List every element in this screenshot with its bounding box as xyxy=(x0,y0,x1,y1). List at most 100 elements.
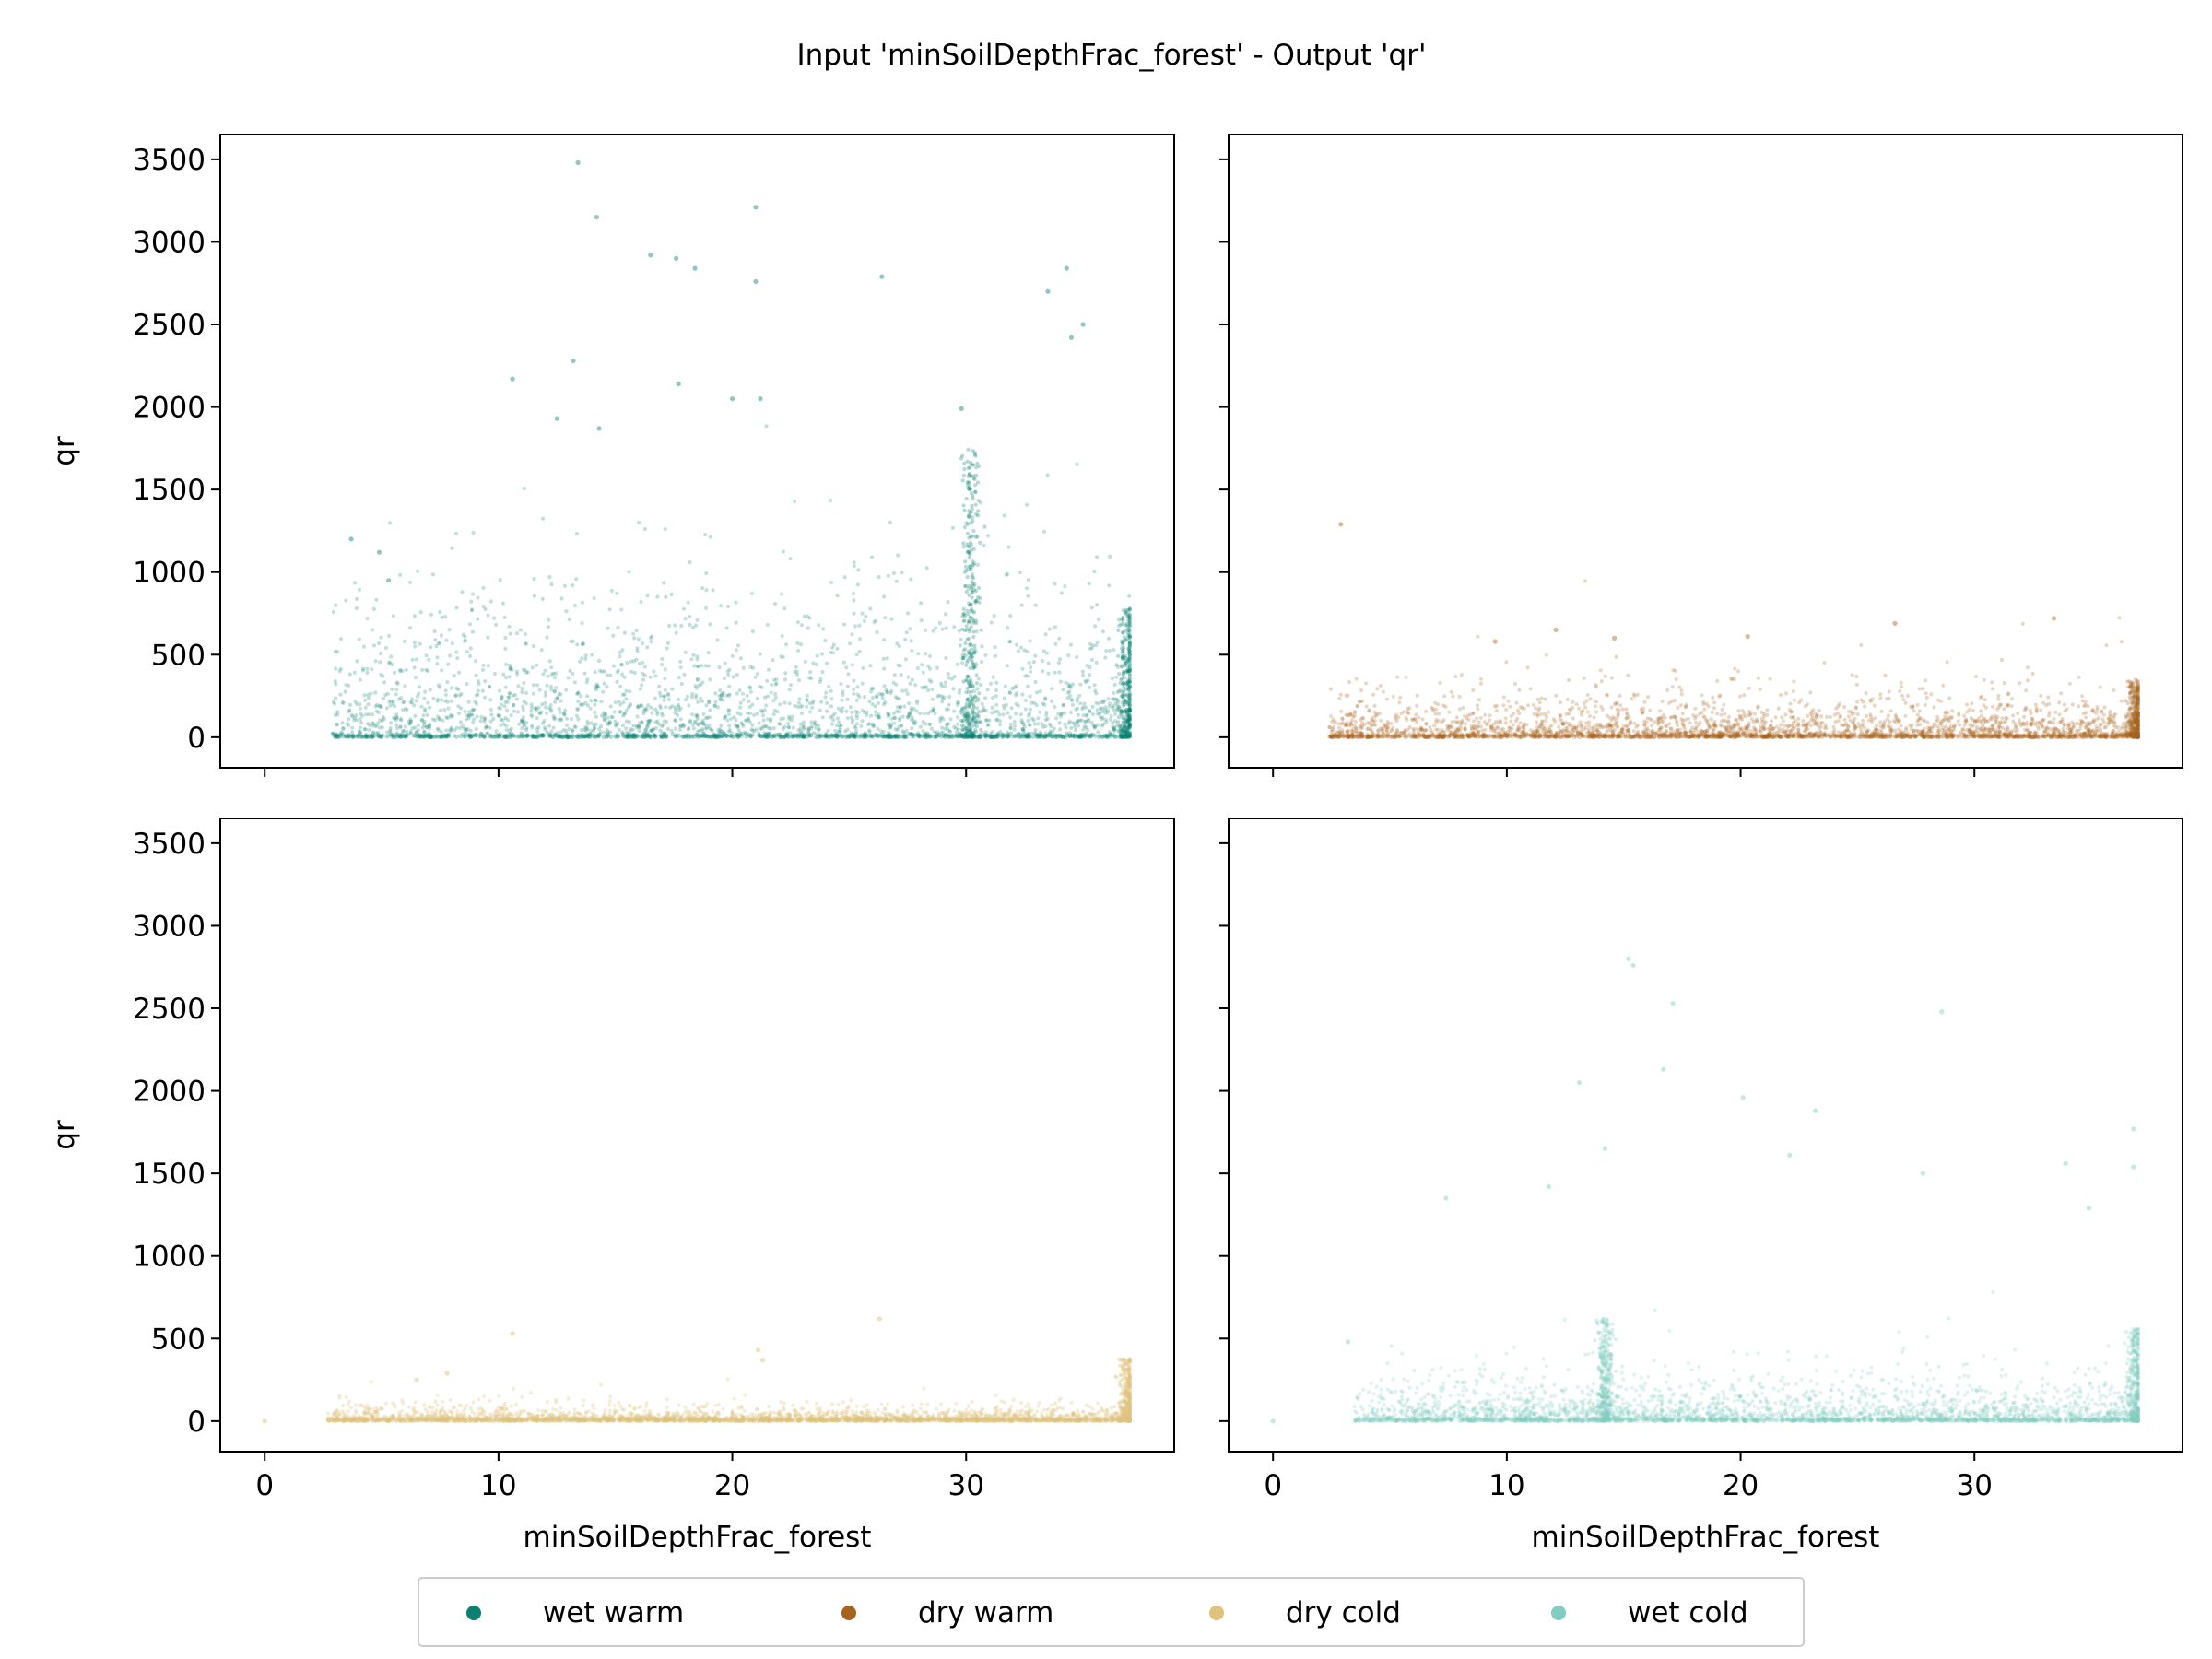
data-point xyxy=(2130,733,2136,737)
data-point xyxy=(1663,733,1667,737)
data-point xyxy=(1696,734,1700,739)
data-point xyxy=(394,726,399,731)
data-point xyxy=(877,712,881,717)
data-point xyxy=(559,692,563,697)
data-point xyxy=(1667,735,1673,739)
data-point xyxy=(491,716,496,722)
data-point xyxy=(488,599,494,604)
data-point xyxy=(1127,735,1132,739)
data-point xyxy=(695,735,700,739)
data-point xyxy=(766,731,771,735)
data-point xyxy=(694,733,699,737)
data-point xyxy=(418,733,423,737)
data-point xyxy=(910,732,915,737)
data-point xyxy=(1122,702,1126,707)
data-point xyxy=(1709,734,1714,739)
data-point xyxy=(677,727,682,732)
data-point xyxy=(1127,734,1132,739)
data-point xyxy=(1592,734,1596,738)
data-point xyxy=(534,706,538,711)
data-point xyxy=(1806,727,1810,732)
data-point xyxy=(967,652,971,656)
data-point xyxy=(1127,679,1132,684)
data-point xyxy=(1097,701,1101,706)
data-point xyxy=(582,734,587,739)
data-point xyxy=(1862,733,1867,738)
data-point xyxy=(1031,718,1036,723)
data-point xyxy=(616,625,620,629)
data-point xyxy=(1111,697,1115,701)
data-point xyxy=(547,575,552,580)
data-point xyxy=(825,734,830,738)
data-point xyxy=(543,700,547,706)
data-point xyxy=(877,715,882,720)
data-point xyxy=(966,567,971,571)
data-point xyxy=(829,704,834,709)
data-point xyxy=(1402,710,1406,714)
data-point xyxy=(1120,649,1125,653)
data-point xyxy=(1112,708,1117,713)
data-point xyxy=(1045,733,1050,737)
data-point xyxy=(744,731,748,736)
data-point xyxy=(678,665,683,670)
data-point xyxy=(462,726,466,731)
data-point xyxy=(551,671,556,676)
data-point xyxy=(1915,719,1920,724)
data-point xyxy=(1123,735,1128,740)
data-point xyxy=(1944,732,1949,736)
data-point xyxy=(506,695,511,700)
data-point xyxy=(711,588,715,593)
data-point xyxy=(1724,733,1728,738)
data-point xyxy=(724,693,729,698)
data-point xyxy=(1123,629,1128,633)
data-point xyxy=(974,724,980,729)
data-point xyxy=(1125,721,1130,725)
data-point xyxy=(589,721,594,725)
data-point xyxy=(1409,735,1415,740)
data-point xyxy=(337,733,343,738)
data-point xyxy=(1779,735,1783,739)
data-point xyxy=(1701,714,1706,719)
data-point xyxy=(707,700,712,705)
data-point xyxy=(972,452,977,457)
data-point xyxy=(1389,735,1394,740)
data-point xyxy=(810,700,816,706)
data-point xyxy=(640,703,644,708)
data-point xyxy=(844,665,849,670)
data-point xyxy=(1644,735,1650,739)
data-point xyxy=(836,729,841,734)
data-point xyxy=(664,733,669,738)
data-point xyxy=(582,671,587,676)
data-point xyxy=(1336,722,1341,726)
data-point xyxy=(450,641,454,646)
data-point xyxy=(908,712,912,717)
data-point xyxy=(875,629,879,635)
data-point xyxy=(673,705,677,710)
data-point xyxy=(572,724,577,729)
data-point xyxy=(1642,723,1647,727)
data-point xyxy=(831,735,836,739)
data-point xyxy=(1014,684,1018,688)
data-point xyxy=(435,726,440,731)
data-point xyxy=(972,721,977,725)
data-point xyxy=(429,612,433,617)
data-point xyxy=(376,734,382,739)
data-point xyxy=(875,734,880,739)
data-point xyxy=(1026,594,1030,598)
data-point xyxy=(624,708,629,712)
data-point xyxy=(1126,726,1131,732)
data-point xyxy=(519,734,524,739)
data-point xyxy=(361,735,366,739)
data-point xyxy=(1095,640,1100,644)
data-point xyxy=(852,687,856,692)
data-point xyxy=(1734,732,1739,737)
data-point xyxy=(1127,648,1132,653)
data-point xyxy=(857,649,862,653)
data-point xyxy=(760,710,765,714)
data-point xyxy=(834,735,840,739)
data-point xyxy=(851,733,856,738)
data-point xyxy=(962,735,967,740)
data-point xyxy=(1466,734,1471,739)
data-point xyxy=(535,727,539,732)
data-point xyxy=(525,734,530,738)
